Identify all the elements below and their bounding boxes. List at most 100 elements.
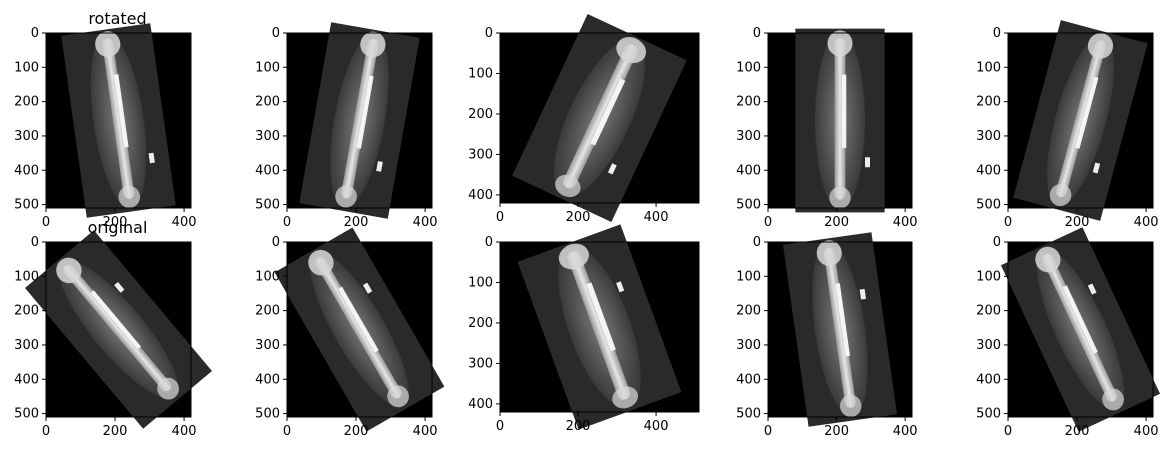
y-tick-label: 0 — [31, 235, 39, 250]
x-tick-label: 0 — [283, 215, 291, 230]
y-tick-label: 300 — [14, 129, 39, 144]
y-tick-label: 300 — [976, 338, 1001, 353]
y-tick-label: 500 — [736, 407, 761, 422]
x-tick-label: 0 — [283, 424, 291, 439]
y-tick-label: 400 — [736, 372, 761, 387]
bone-joint — [308, 249, 334, 276]
y-tick-label: 100 — [976, 269, 1001, 284]
metal-plate — [590, 78, 626, 146]
lead-marker — [1092, 162, 1101, 174]
bone-shaft — [102, 38, 135, 199]
metal-plate — [90, 290, 142, 350]
row-title: rotated — [88, 9, 146, 28]
bone-shaft — [63, 264, 172, 392]
bone-shaft — [563, 44, 638, 189]
x-tick-label: 200 — [566, 210, 591, 225]
axes-frame — [1007, 241, 1154, 418]
x-tick-label: 0 — [496, 210, 504, 225]
row-title: original — [88, 218, 148, 237]
y-tick-label: 300 — [468, 147, 493, 162]
y-tick-label: 0 — [31, 26, 39, 41]
bone-joint — [335, 185, 357, 208]
bone-joint — [1049, 184, 1072, 207]
x-tick-label: 0 — [42, 424, 50, 439]
x-tick-label: 400 — [644, 419, 669, 434]
x-tick-label: 400 — [644, 210, 669, 225]
y-tick-label: 200 — [14, 95, 39, 110]
y-tick-label: 0 — [993, 26, 1001, 41]
x-tick-label: 200 — [103, 215, 128, 230]
x-tick-label: 400 — [1134, 424, 1159, 439]
bone-joint — [555, 174, 581, 198]
y-tick-label: 100 — [736, 269, 761, 284]
x-tick-label: 200 — [1065, 215, 1090, 230]
x-tick-label: 0 — [1004, 215, 1012, 230]
bone-joint — [558, 243, 589, 270]
y-tick-label: 500 — [976, 407, 1001, 422]
axes-frame — [499, 32, 700, 204]
y-tick-label: 400 — [255, 163, 280, 178]
bone-shaft — [315, 257, 402, 399]
x-tick-label: 400 — [893, 424, 918, 439]
y-tick-label: 0 — [485, 235, 493, 250]
bone-joint — [1102, 388, 1124, 411]
x-tick-label: 200 — [566, 419, 591, 434]
metal-plate — [586, 282, 616, 352]
bone-joint — [157, 377, 179, 400]
y-tick-label: 200 — [255, 304, 280, 319]
lead-marker — [114, 281, 125, 293]
y-tick-label: 100 — [976, 60, 1001, 75]
x-tick-label: 200 — [103, 424, 128, 439]
bone-joint — [1087, 33, 1114, 59]
y-tick-label: 400 — [468, 188, 493, 203]
y-tick-label: 100 — [736, 60, 761, 75]
axes-frame — [1007, 32, 1154, 209]
y-tick-label: 400 — [736, 163, 761, 178]
bone-shaft — [823, 247, 856, 408]
axes-frame — [286, 241, 433, 418]
x-tick-label: 200 — [824, 215, 849, 230]
metal-plate — [356, 75, 374, 149]
y-tick-label: 300 — [468, 356, 493, 371]
bone-joint — [816, 240, 842, 266]
axes-frame — [286, 32, 433, 209]
y-tick-label: 500 — [976, 198, 1001, 213]
y-tick-label: 0 — [485, 26, 493, 41]
x-tick-label: 200 — [344, 215, 369, 230]
panel-rotated-2: 0 200 400 0 100 200 300 400 500 — [255, 22, 438, 230]
bone-joint — [95, 31, 121, 57]
y-tick-label: 100 — [14, 269, 39, 284]
axes-frame — [499, 241, 700, 413]
y-tick-label: 400 — [468, 397, 493, 412]
x-tick-label: 400 — [413, 215, 438, 230]
y-tick-label: 300 — [255, 338, 280, 353]
bone-joint — [118, 185, 141, 208]
y-tick-label: 400 — [976, 163, 1001, 178]
y-tick-label: 500 — [255, 407, 280, 422]
y-tick-label: 200 — [736, 304, 761, 319]
x-tick-label: 400 — [893, 215, 918, 230]
y-tick-label: 200 — [468, 107, 493, 122]
lead-marker — [362, 282, 373, 294]
bone-joint — [612, 386, 639, 409]
y-tick-label: 100 — [14, 60, 39, 75]
x-tick-label: 400 — [413, 424, 438, 439]
y-tick-label: 100 — [468, 66, 493, 81]
y-tick-label: 200 — [468, 316, 493, 331]
y-tick-label: 200 — [976, 304, 1001, 319]
bone-joint — [840, 394, 862, 417]
bone-shaft — [1042, 254, 1117, 402]
bone-joint — [827, 30, 853, 57]
x-tick-label: 200 — [344, 424, 369, 439]
y-tick-label: 0 — [272, 26, 280, 41]
y-tick-label: 100 — [255, 60, 280, 75]
panel-original-2: 0 200 400 0 100 200 300 400 500 — [255, 227, 445, 439]
x-tick-label: 0 — [1004, 424, 1012, 439]
metal-plate — [113, 74, 129, 148]
y-tick-label: 100 — [468, 275, 493, 290]
panel-original-1: 0 200 400 0 100 200 300 400 500 — [14, 230, 212, 439]
y-tick-label: 0 — [753, 235, 761, 250]
lead-marker — [1087, 283, 1097, 295]
